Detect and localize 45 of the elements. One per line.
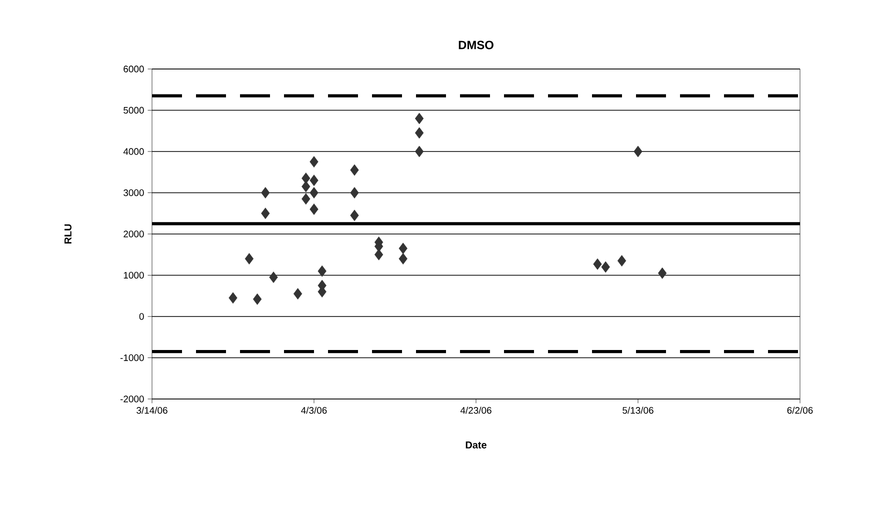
point xyxy=(261,187,270,198)
point xyxy=(252,293,262,305)
point xyxy=(350,187,359,198)
y-axis-title: RLU xyxy=(64,224,72,244)
y-tick-label: 2000 xyxy=(124,230,144,238)
point xyxy=(293,288,302,300)
point xyxy=(228,292,238,304)
y-tick-label: 0 xyxy=(139,313,144,320)
y-tick-label: 1000 xyxy=(124,272,144,279)
point xyxy=(261,208,270,220)
point xyxy=(302,180,310,192)
chart-title: DMSO xyxy=(458,40,494,50)
y-tick-label: 4000 xyxy=(123,148,144,155)
point xyxy=(310,156,318,168)
point xyxy=(374,248,384,260)
point xyxy=(617,255,626,266)
point xyxy=(244,253,254,264)
point xyxy=(310,187,318,198)
y-tick-label: 5000 xyxy=(124,106,144,114)
x-tick-label: 3/14/06 xyxy=(136,406,168,414)
point xyxy=(414,112,424,124)
x-tick-label: 4/3/06 xyxy=(301,406,327,414)
point xyxy=(350,210,359,222)
point xyxy=(593,258,602,270)
point xyxy=(658,267,667,279)
y-tick-label: 3000 xyxy=(124,189,144,196)
x-axis-title: Date xyxy=(466,442,486,448)
point xyxy=(302,193,310,205)
x-tick-label: 4/23/06 xyxy=(460,406,492,414)
x-tick-label: 6/2/06 xyxy=(787,406,813,414)
y-tick-label: -1000 xyxy=(120,354,144,362)
point xyxy=(269,272,278,283)
point xyxy=(310,174,318,186)
point xyxy=(398,253,408,264)
point xyxy=(601,261,610,273)
point xyxy=(414,127,424,139)
point xyxy=(414,146,424,158)
y-tick-label: 6000 xyxy=(124,66,144,72)
x-tick-label: 5/13/06 xyxy=(622,406,654,414)
point xyxy=(634,146,642,158)
point xyxy=(318,265,326,277)
y-tick-label: -2000 xyxy=(120,396,144,402)
point xyxy=(310,204,318,215)
point xyxy=(350,164,359,176)
point xyxy=(398,242,408,254)
